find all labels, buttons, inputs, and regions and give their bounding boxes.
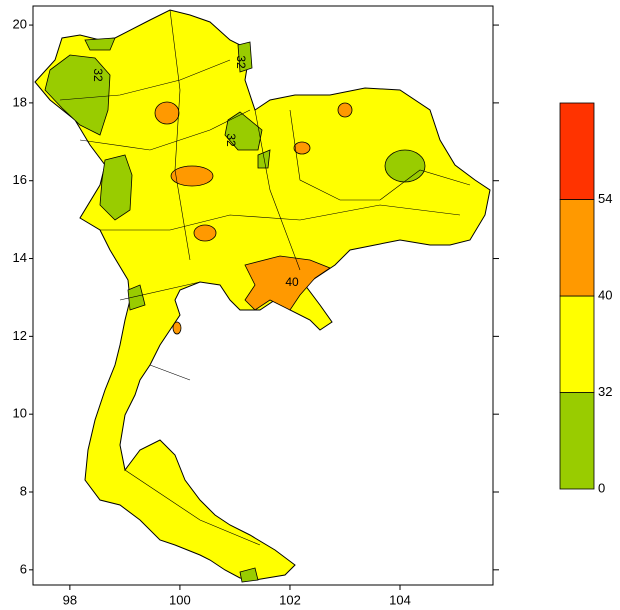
y-tick-label: 14 — [13, 250, 27, 265]
colorbar-label: 0 — [598, 480, 605, 495]
colorbar-band — [559, 295, 595, 393]
x-tick-label: 102 — [279, 592, 301, 607]
region-orange — [154, 101, 353, 335]
contour-label: 32 — [224, 133, 238, 147]
contour-label: 32 — [91, 68, 105, 82]
map-area: 32 32 32 40 — [34, 9, 491, 583]
contour-label: 40 — [285, 275, 299, 289]
y-tick-label: 20 — [13, 17, 27, 32]
region-green — [44, 37, 426, 583]
colorbar-band — [559, 199, 595, 297]
colorbar-band — [559, 102, 595, 200]
contour-label: 32 — [234, 55, 248, 69]
province-lines — [59, 9, 471, 546]
y-tick-label: 12 — [13, 328, 27, 343]
x-tick-label: 98 — [63, 592, 77, 607]
map-frame — [32, 5, 494, 586]
colorbar-label: 40 — [598, 287, 612, 302]
y-tick-label: 10 — [13, 406, 27, 421]
y-tick-label: 18 — [13, 94, 27, 109]
colorbar-label: 54 — [598, 191, 612, 206]
x-tick-label: 100 — [169, 592, 191, 607]
x-tick-label: 104 — [389, 592, 411, 607]
colorbar-label: 32 — [598, 384, 612, 399]
y-tick-label: 6 — [20, 561, 27, 576]
y-tick-label: 16 — [13, 172, 27, 187]
colorbar-band — [559, 392, 595, 490]
y-tick-label: 8 — [20, 483, 27, 498]
